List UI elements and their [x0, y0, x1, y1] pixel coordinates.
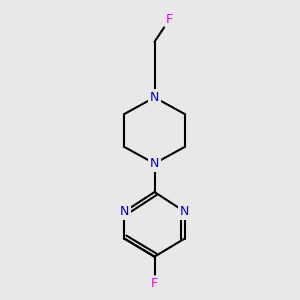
Text: N: N: [180, 205, 189, 218]
Text: N: N: [150, 91, 159, 104]
Text: F: F: [151, 277, 158, 290]
Text: N: N: [120, 205, 129, 218]
Text: N: N: [150, 157, 159, 170]
Text: F: F: [166, 13, 173, 26]
